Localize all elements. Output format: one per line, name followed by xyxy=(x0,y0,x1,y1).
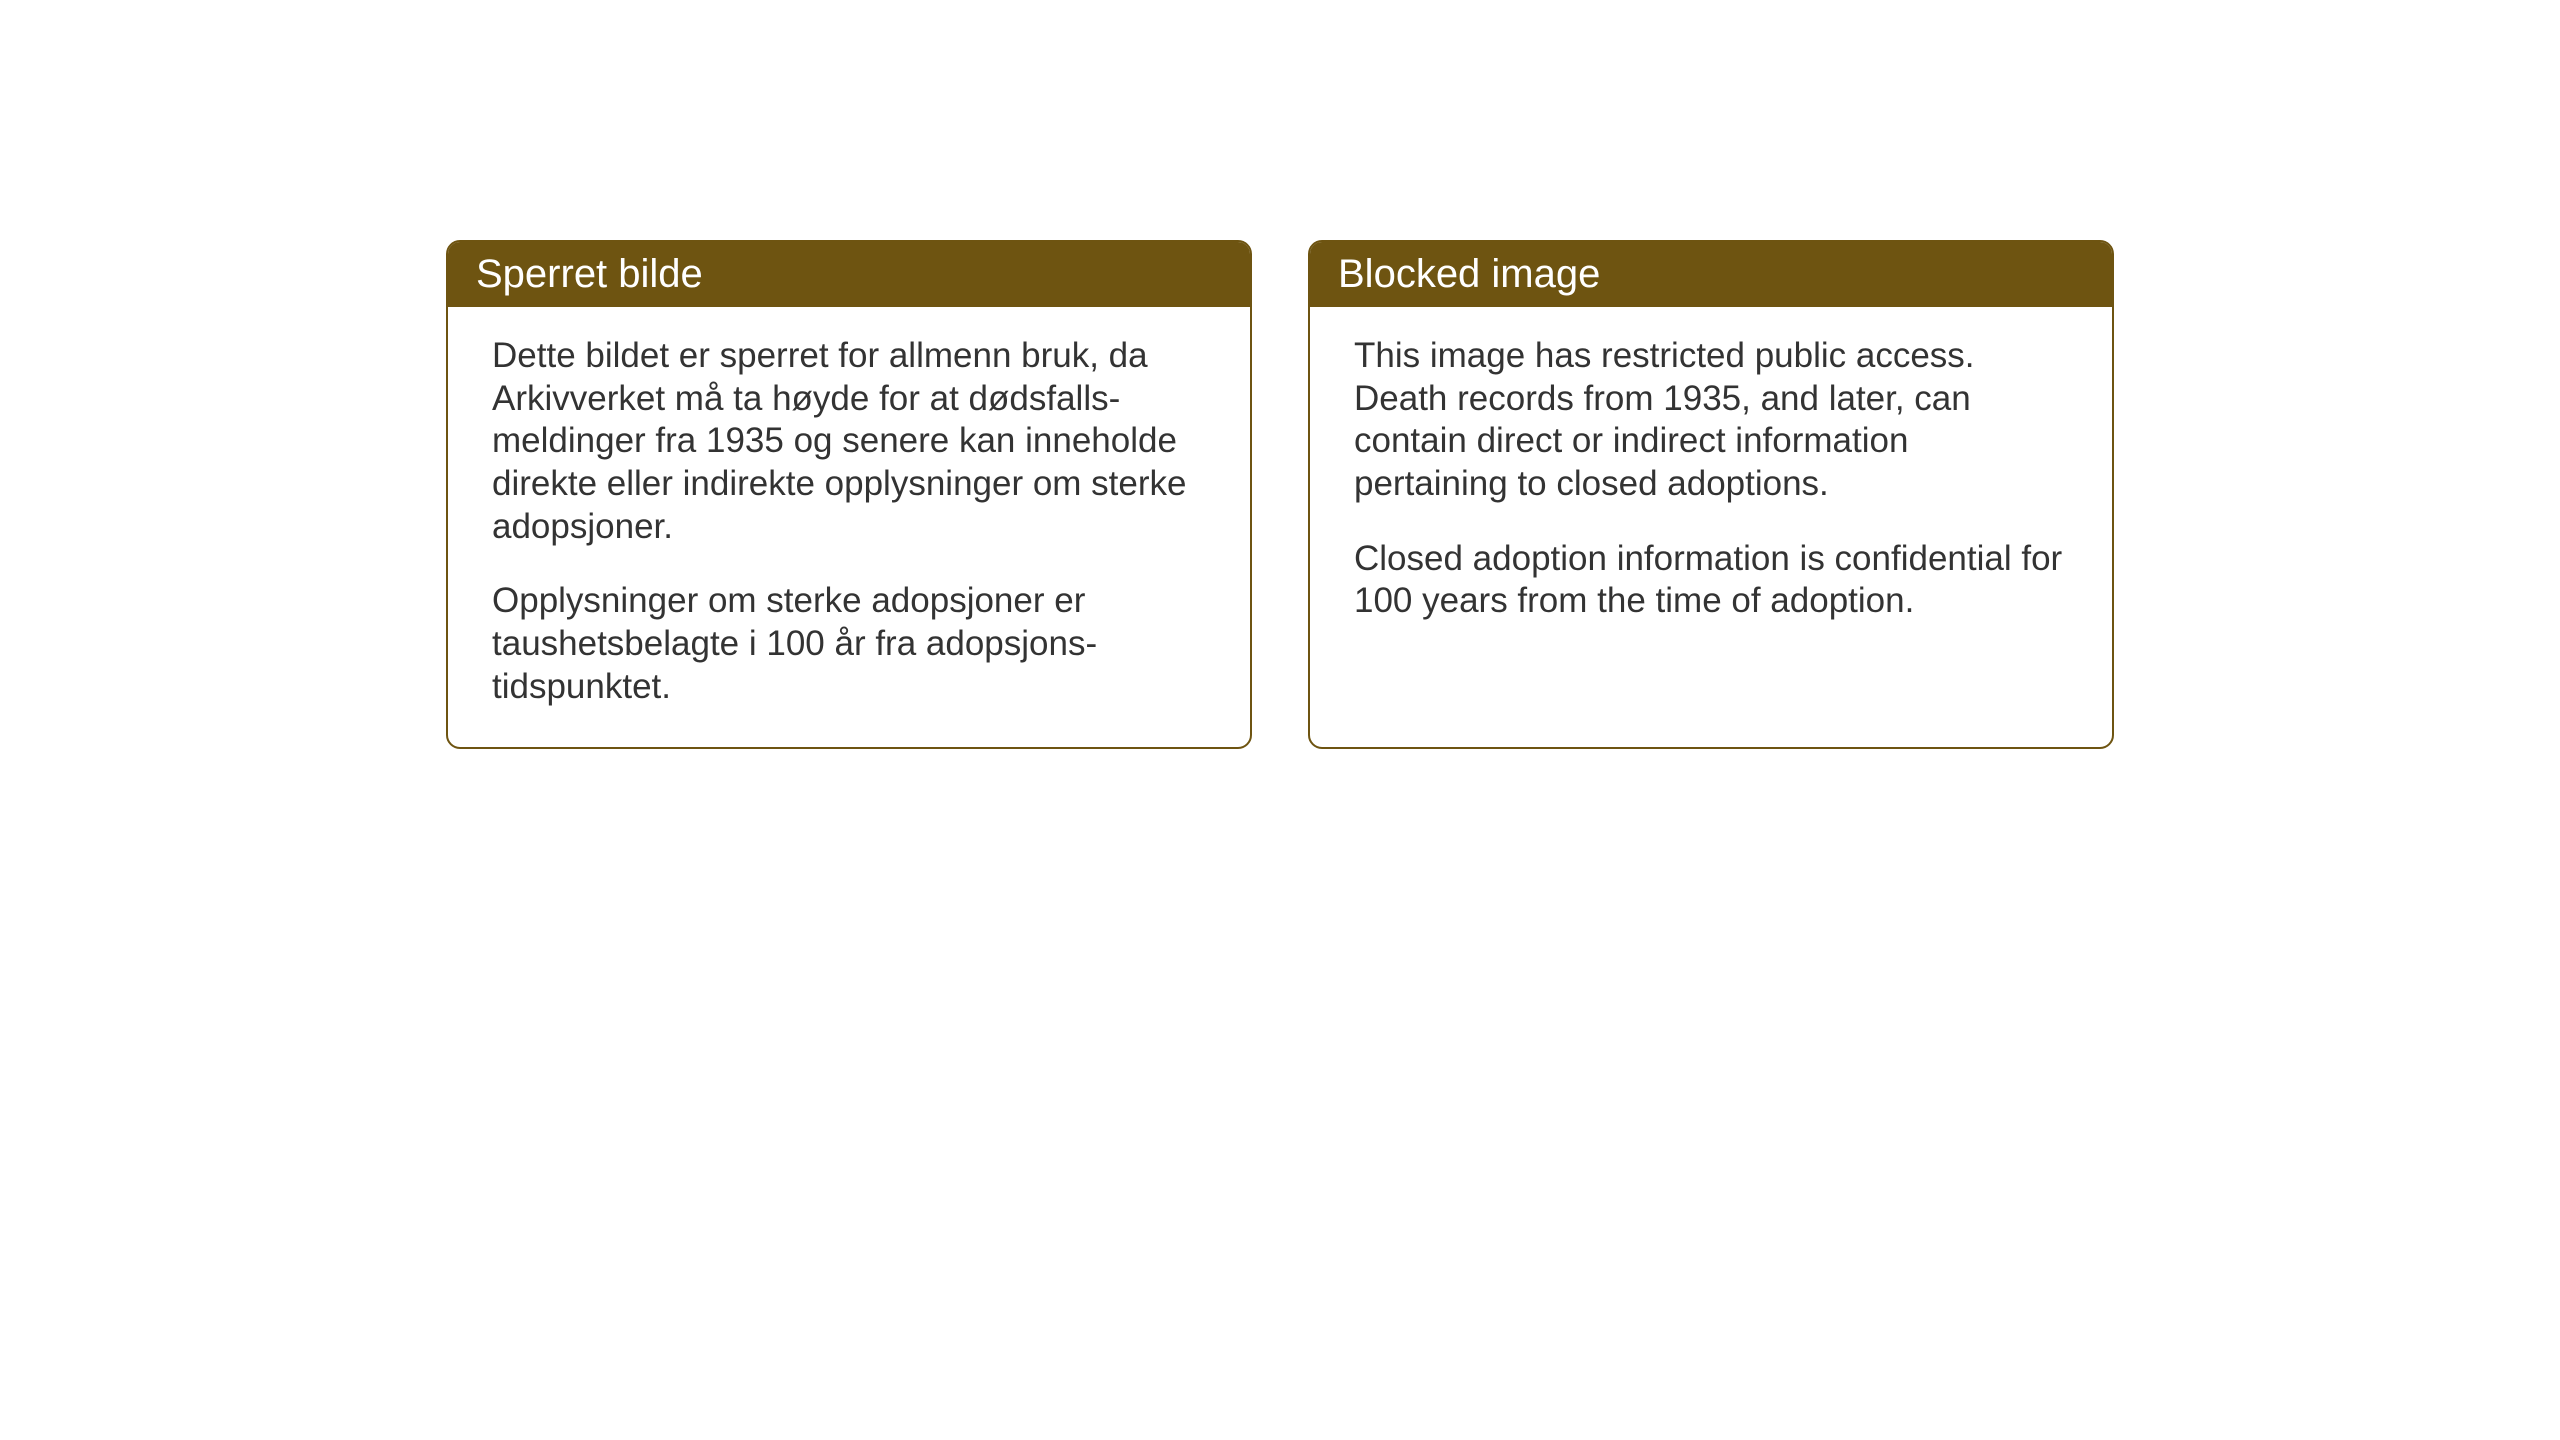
card-body-english: This image has restricted public access.… xyxy=(1310,307,2112,661)
card-header-english: Blocked image xyxy=(1310,242,2112,307)
notice-card-english: Blocked image This image has restricted … xyxy=(1308,240,2114,749)
card-paragraph-english-2: Closed adoption information is confident… xyxy=(1354,538,2068,623)
notice-card-norwegian: Sperret bilde Dette bildet er sperret fo… xyxy=(446,240,1252,749)
card-title-english: Blocked image xyxy=(1338,252,1600,296)
card-paragraph-norwegian-2: Opplysninger om sterke adopsjoner er tau… xyxy=(492,580,1206,708)
notice-container: Sperret bilde Dette bildet er sperret fo… xyxy=(446,240,2114,749)
card-header-norwegian: Sperret bilde xyxy=(448,242,1250,307)
card-title-norwegian: Sperret bilde xyxy=(476,252,703,296)
card-paragraph-english-1: This image has restricted public access.… xyxy=(1354,335,2068,506)
card-body-norwegian: Dette bildet er sperret for allmenn bruk… xyxy=(448,307,1250,747)
card-paragraph-norwegian-1: Dette bildet er sperret for allmenn bruk… xyxy=(492,335,1206,548)
